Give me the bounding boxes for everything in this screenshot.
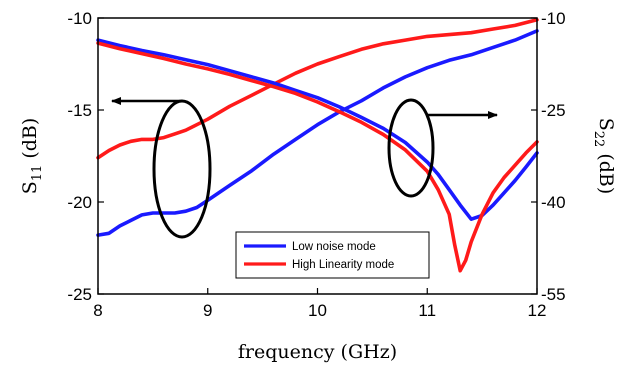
legend-box — [235, 231, 430, 279]
x-tick-label: 9 — [203, 301, 212, 320]
right-y-axis-title-main: S — [595, 118, 617, 131]
legend-label: Low noise mode — [292, 241, 376, 253]
x-tick-label: 12 — [528, 301, 547, 320]
right-y-tick-label: -40 — [541, 193, 566, 212]
left-y-tick-label: -10 — [67, 9, 92, 28]
left-y-axis-title-main: S — [19, 181, 41, 194]
series-line-s22-low-noise — [96, 38, 539, 221]
right-y-tick-label: -10 — [541, 9, 566, 28]
x-tick-label: 10 — [308, 301, 327, 320]
right-y-axis-title-unit: (dB) — [595, 147, 617, 194]
x-tick-label: 11 — [418, 301, 436, 320]
x-tick-label: 8 — [93, 301, 102, 320]
left-y-tick-label: -15 — [67, 101, 92, 120]
annotation-ellipse-s22 — [387, 98, 435, 198]
series-line-s22-high-linearity — [96, 41, 539, 273]
left-y-tick-label: -25 — [67, 285, 92, 304]
left-y-axis-title-sub: 11 — [30, 165, 45, 182]
annotation-layer — [111, 97, 498, 239]
series-line-s11-high-linearity — [96, 17, 539, 160]
legend: Low noise mode High Linearity mode — [235, 231, 430, 279]
annotation-ellipse-s11 — [152, 99, 212, 239]
right-y-tick-label: -25 — [541, 101, 566, 120]
legend-label: High Linearity mode — [292, 259, 394, 271]
left-y-axis-title-unit: (dB) — [19, 118, 41, 165]
left-y-axis-title: S11 (dB) — [19, 118, 45, 195]
right-y-tick-label: -55 — [541, 285, 566, 304]
right-y-axis-title-sub: 22 — [591, 131, 606, 148]
series-line-s11-low-noise — [96, 29, 539, 237]
axis-layer: 8 9 10 11 12 -25 -20 -15 -10 -55 -40 -25 -10 — [67, 9, 565, 320]
x-axis-title: frequency (GHz) — [238, 341, 397, 363]
left-y-tick-label: -20 — [67, 193, 92, 212]
right-y-axis-title: S22 (dB) — [591, 118, 617, 195]
series-layer — [96, 17, 539, 273]
axis-titles: frequency (GHz) S11 (dB) S22 (dB) — [19, 118, 617, 363]
